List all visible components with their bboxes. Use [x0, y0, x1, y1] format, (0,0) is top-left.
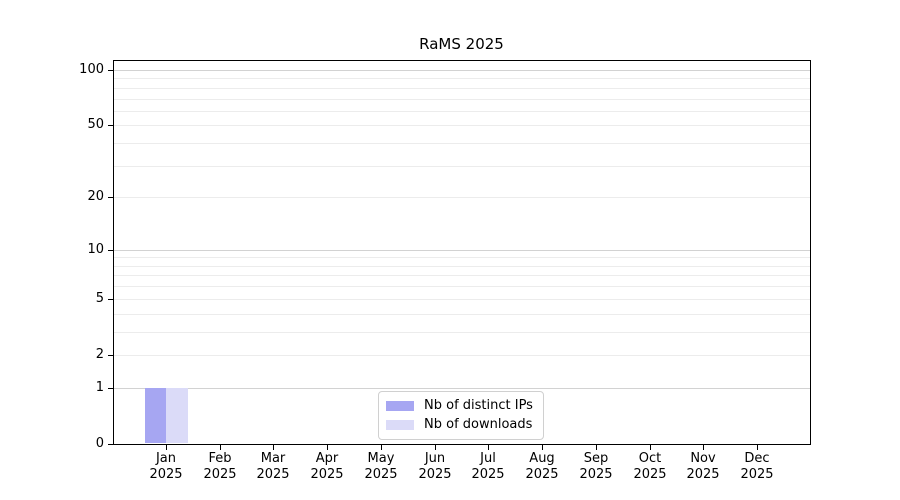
x-tick-label: Mar 2025 — [256, 451, 290, 482]
x-tick-label: Aug 2025 — [525, 451, 559, 482]
x-tick-mark — [273, 445, 274, 450]
legend-label-distinct-ips: Nb of distinct IPs — [424, 398, 533, 413]
y-tick-mark — [108, 70, 113, 71]
gridline-minor — [114, 299, 810, 300]
gridline-minor — [114, 125, 810, 126]
gridline-minor — [114, 88, 810, 89]
x-tick-mark — [166, 445, 167, 450]
gridline-major — [114, 70, 810, 71]
x-tick-mark — [327, 445, 328, 450]
y-tick-label: 0 — [95, 436, 104, 451]
gridline-minor — [114, 314, 810, 315]
y-tick-mark — [108, 197, 113, 198]
y-tick-label: 20 — [87, 189, 104, 204]
y-tick-label: 5 — [95, 291, 104, 306]
chart-title: RaMS 2025 — [419, 35, 504, 53]
y-tick-mark — [108, 250, 113, 251]
gridline-minor — [114, 275, 810, 276]
bar-nb-of-downloads-jan-2025 — [166, 388, 188, 443]
x-tick-label: Nov 2025 — [686, 451, 720, 482]
gridline-minor — [114, 78, 810, 79]
gridline-major — [114, 250, 810, 251]
gridline-minor — [114, 99, 810, 100]
x-tick-label: Sep 2025 — [579, 451, 613, 482]
gridline-minor — [114, 111, 810, 112]
x-tick-label: Apr 2025 — [310, 451, 344, 482]
y-tick-label: 2 — [95, 347, 104, 362]
x-tick-mark — [596, 445, 597, 450]
x-tick-mark — [220, 445, 221, 450]
gridline-minor — [114, 332, 810, 333]
x-tick-mark — [757, 445, 758, 450]
gridline-minor — [114, 257, 810, 258]
x-tick-label: Feb 2025 — [203, 451, 237, 482]
x-tick-mark — [435, 445, 436, 450]
legend-swatch-distinct-ips-icon — [386, 400, 414, 411]
y-tick-label: 50 — [87, 117, 104, 132]
x-tick-mark — [650, 445, 651, 450]
legend-item-downloads: Nb of downloads — [386, 416, 534, 433]
y-tick-mark — [108, 299, 113, 300]
y-tick-mark — [108, 355, 113, 356]
y-tick-label: 1 — [95, 380, 104, 395]
gridline-major — [114, 388, 810, 389]
x-tick-mark — [381, 445, 382, 450]
x-tick-mark — [488, 445, 489, 450]
gridline-minor — [114, 197, 810, 198]
gridline-minor — [114, 355, 810, 356]
plot-area: Nb of distinct IPs Nb of downloads — [113, 60, 811, 445]
y-tick-label: 100 — [79, 62, 104, 77]
y-tick-mark — [108, 125, 113, 126]
x-tick-label: Jan 2025 — [149, 451, 183, 482]
x-tick-label: Oct 2025 — [633, 451, 667, 482]
gridline-minor — [114, 266, 810, 267]
x-tick-mark — [703, 445, 704, 450]
bar-nb-of-distinct-ips-jan-2025 — [144, 388, 166, 443]
x-tick-mark — [542, 445, 543, 450]
gridline-minor — [114, 166, 810, 167]
x-tick-label: Jul 2025 — [471, 451, 505, 482]
legend-swatch-downloads-icon — [386, 419, 414, 430]
y-tick-mark — [108, 444, 113, 445]
legend-label-downloads: Nb of downloads — [424, 417, 533, 432]
y-tick-mark — [108, 388, 113, 389]
x-tick-label: Jun 2025 — [418, 451, 452, 482]
legend-item-distinct-ips: Nb of distinct IPs — [386, 397, 534, 414]
legend: Nb of distinct IPs Nb of downloads — [378, 391, 544, 440]
y-tick-label: 10 — [87, 242, 104, 257]
gridline-minor — [114, 143, 810, 144]
x-tick-label: May 2025 — [364, 451, 398, 482]
x-tick-label: Dec 2025 — [740, 451, 774, 482]
gridline-minor — [114, 286, 810, 287]
